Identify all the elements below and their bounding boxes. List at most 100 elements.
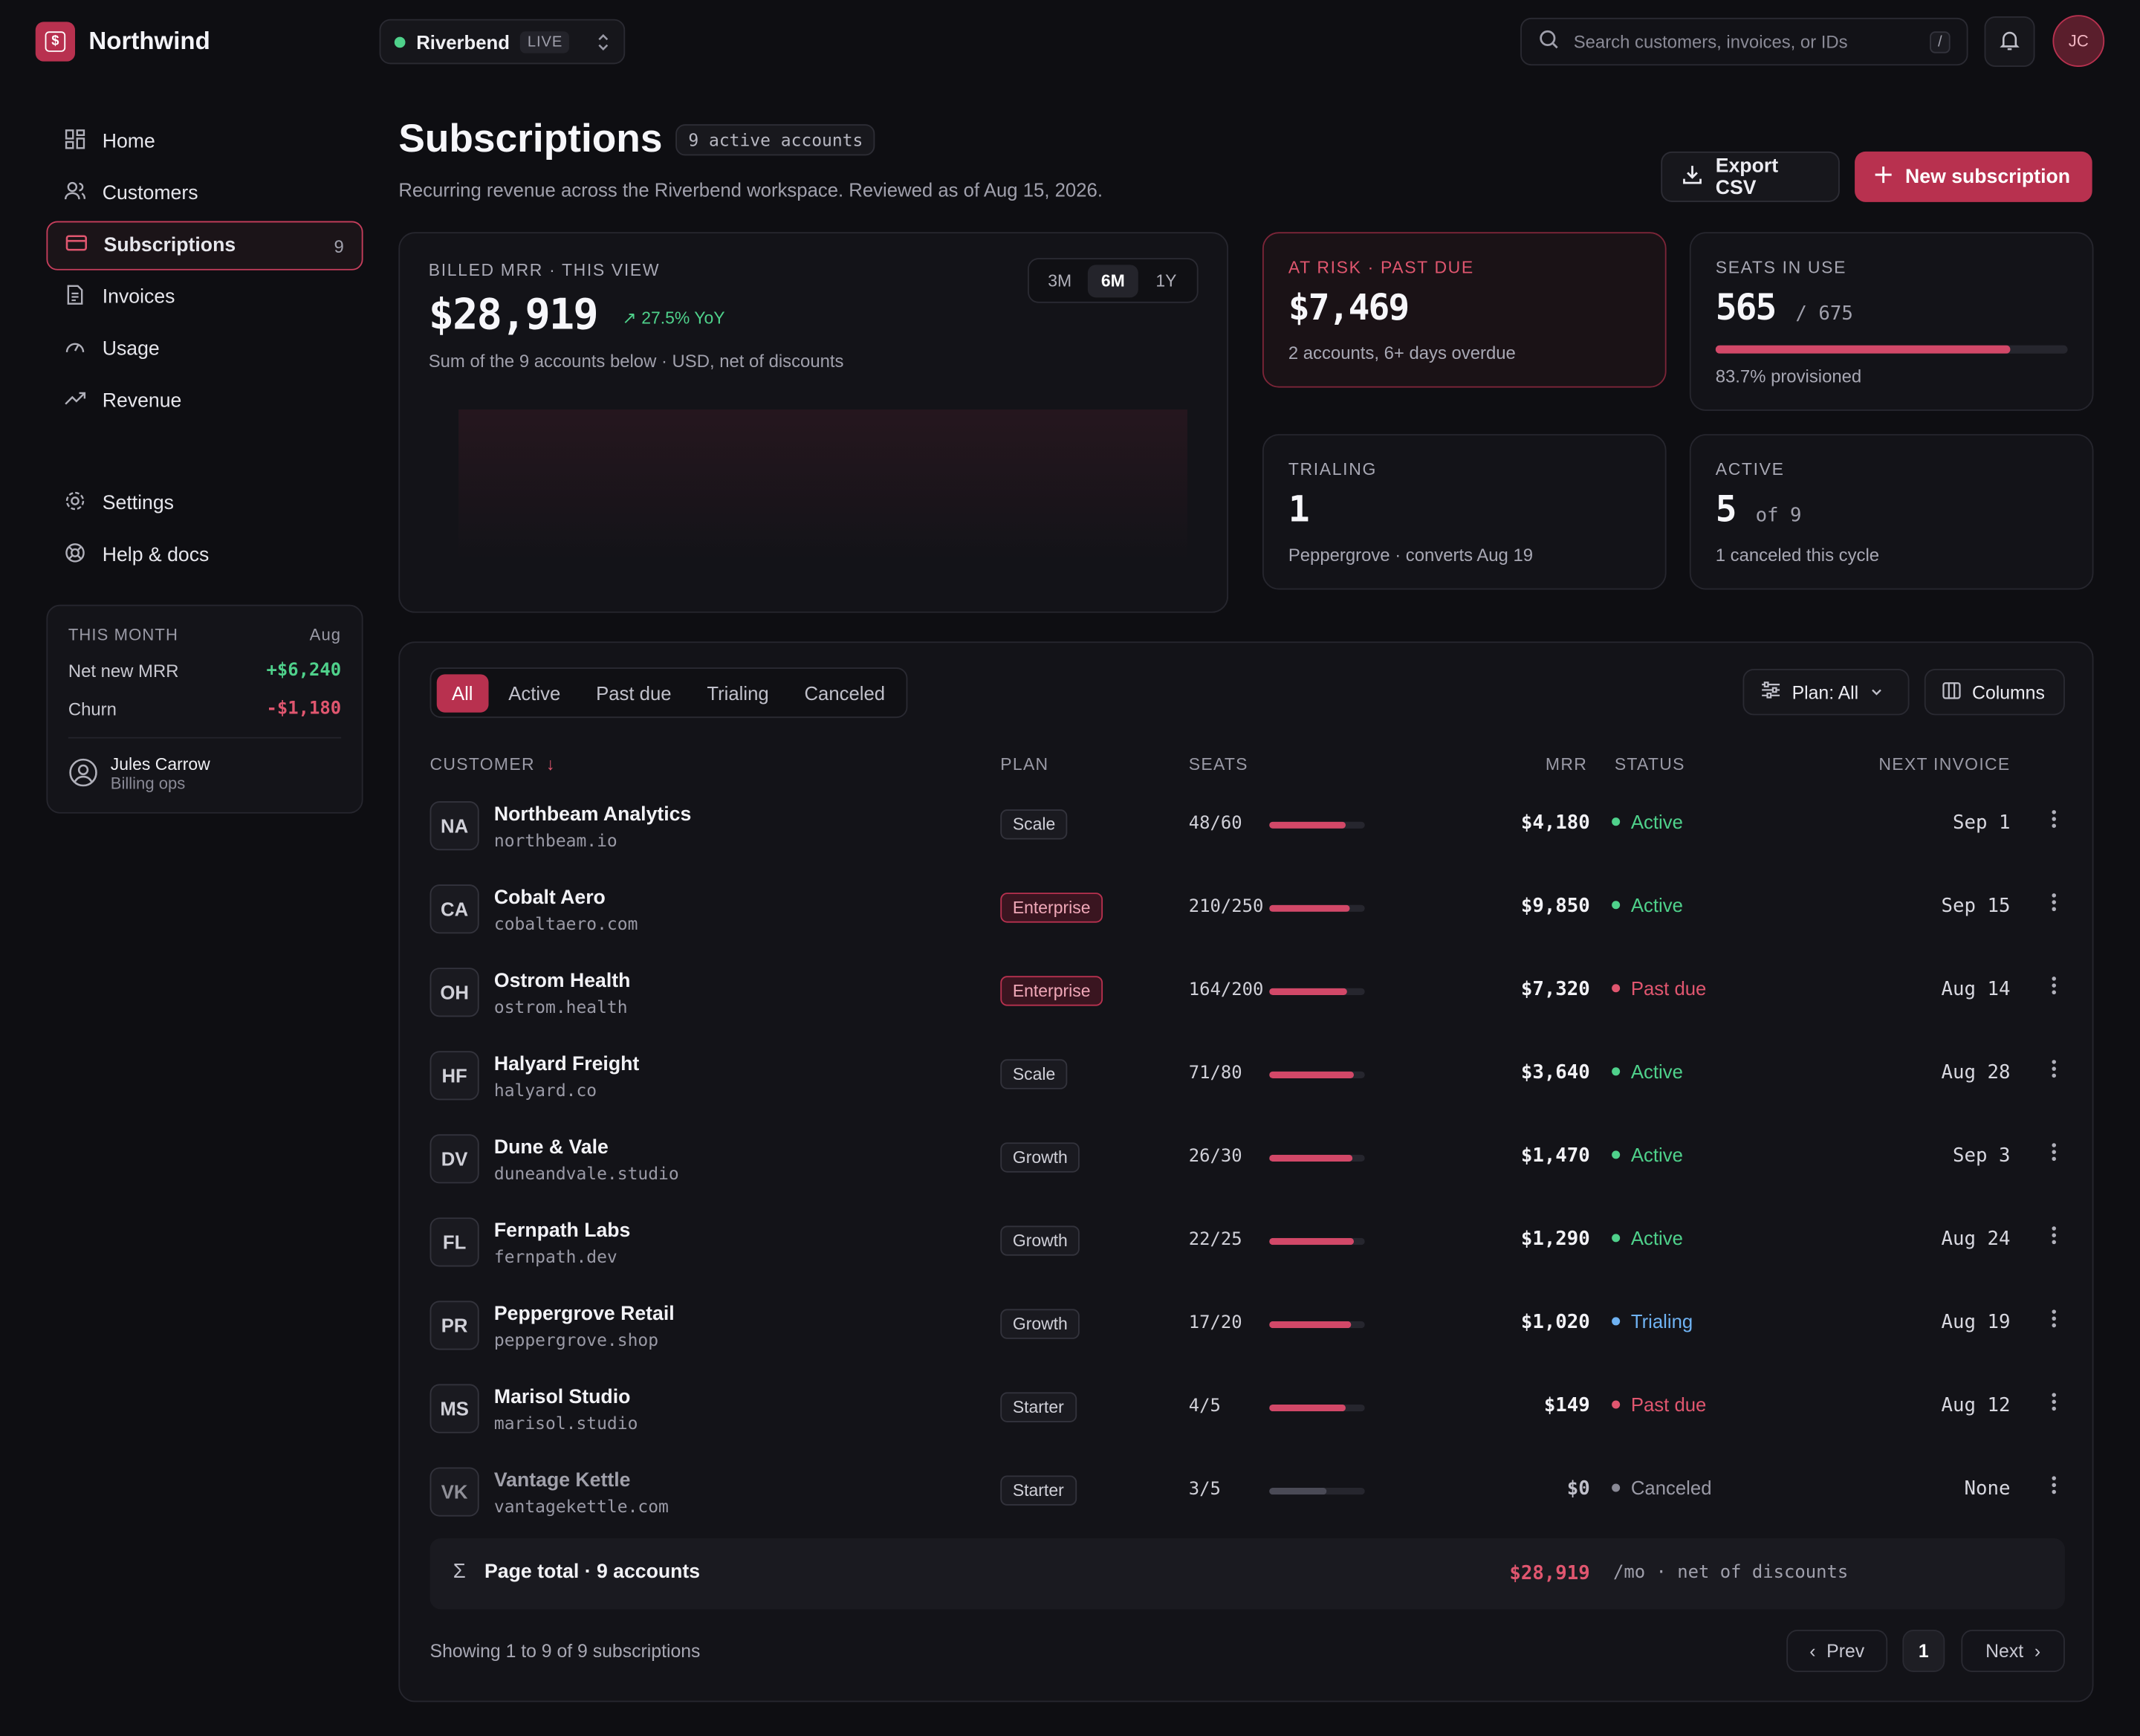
plan-badge: Growth (1000, 1225, 1080, 1256)
sidebar-item-usage[interactable]: Usage (46, 325, 363, 374)
current-user[interactable]: Jules Carrow Billing ops (68, 755, 341, 793)
row-menu-icon[interactable] (2052, 1474, 2057, 1502)
seats-bar (1269, 1404, 1365, 1412)
seats-label: SEATS IN USE (1715, 258, 1847, 277)
seats-count: 17/20 (1188, 1312, 1242, 1334)
customer-initials: NA (429, 801, 479, 851)
customer-name[interactable]: Marisol Studio (493, 1387, 631, 1409)
active-card[interactable]: ACTIVE 5 of 9 1 canceled this cycle (1689, 434, 2094, 590)
customer-name[interactable]: Halyard Freight (493, 1053, 640, 1076)
seats-bar-fill (1269, 904, 1350, 912)
customer-domain: marisol.studio (493, 1412, 638, 1434)
status-dot-icon (1612, 1400, 1621, 1409)
mrr-amount: $7,320 (1520, 978, 1590, 1001)
search-input[interactable] (1573, 31, 1916, 52)
sidebar-item-home[interactable]: Home (46, 117, 363, 166)
status-label: Active (1630, 1060, 1683, 1083)
search-box[interactable]: / (1520, 17, 1968, 66)
columns-label: Columns (1972, 681, 2045, 702)
net-new-mrr-label: Net new MRR (68, 660, 179, 681)
customer-name[interactable]: Cobalt Aero (493, 887, 606, 910)
export-csv-button[interactable]: Export CSV (1661, 151, 1840, 202)
at-risk-label: AT RISK · PAST DUE (1288, 258, 1474, 277)
col-mrr-header: MRR (1545, 754, 1588, 774)
workspace-switcher[interactable]: Riverbend LIVE (379, 19, 626, 65)
row-menu-icon[interactable] (2052, 1141, 2057, 1168)
customer-name[interactable]: Northbeam Analytics (493, 803, 692, 826)
col-customer-header[interactable]: CUSTOMER ↓ (430, 755, 556, 774)
new-subscription-button[interactable]: New subscription (1855, 151, 2092, 202)
table-row[interactable]: VK Vantage Kettle vantagekettle.com Starter… (429, 1455, 2065, 1538)
customer-name[interactable]: Dune & Vale (493, 1136, 609, 1159)
seats-bar-fill (1269, 1154, 1352, 1162)
table-row[interactable]: MS Marisol Studio marisol.studio Starter 4/5… (429, 1372, 2065, 1455)
mrr-label: BILLED MRR · THIS VIEW (428, 260, 661, 280)
brand[interactable]: $ Northwind (35, 22, 210, 62)
status-indicator: Active (1612, 811, 1683, 832)
seats-bar-fill (1269, 1321, 1351, 1329)
range-3m[interactable]: 3M (1048, 271, 1072, 291)
user-avatar[interactable]: JC (2052, 15, 2105, 67)
range-1y[interactable]: 1Y (1155, 271, 1177, 291)
page-1-button[interactable]: 1 (1902, 1630, 1945, 1672)
customer-domain: duneandvale.studio (493, 1162, 679, 1184)
table-row[interactable]: DV Dune & Vale duneandvale.studio Growth 26/… (429, 1122, 2065, 1205)
seats-bar-fill (1269, 1237, 1354, 1246)
sidebar-item-settings[interactable]: Settings (46, 479, 363, 528)
table-row[interactable]: FL Fernpath Labs fernpath.dev Growth 22/25 $1… (429, 1205, 2065, 1289)
row-menu-icon[interactable] (2052, 1308, 2057, 1335)
new-subscription-label: New subscription (1905, 166, 2071, 188)
page-total-value: $28,919 (1509, 1563, 1590, 1585)
table-row[interactable]: HF Halyard Freight halyard.co Scale 71/80 $3,… (429, 1039, 2065, 1122)
prev-page-button[interactable]: ‹ Prev (1786, 1630, 1888, 1672)
sidebar-item-revenue[interactable]: Revenue (46, 377, 363, 426)
live-dot-icon (394, 36, 406, 48)
status-dot-icon (1612, 1483, 1621, 1492)
mrr-value: $28,919 (428, 291, 599, 340)
table-row[interactable]: NA Northbeam Analytics northbeam.io Scale 48… (429, 789, 2065, 872)
row-menu-icon[interactable] (2052, 808, 2057, 835)
row-menu-icon[interactable] (2052, 1058, 2057, 1085)
tab-canceled[interactable]: Canceled (804, 681, 886, 704)
sidebar-item-invoices[interactable]: Invoices (46, 273, 363, 322)
seats-count: 26/30 (1188, 1146, 1242, 1167)
row-menu-icon[interactable] (2052, 891, 2057, 919)
table-row[interactable]: PR Peppergrove Retail peppergrove.shop Grow… (429, 1289, 2065, 1372)
next-page-button[interactable]: Next › (1961, 1630, 2065, 1672)
chevron-left-icon: ‹ (1809, 1640, 1816, 1662)
page-total-unit: /mo · net of discounts (1612, 1563, 1849, 1584)
customer-name[interactable]: Peppergrove Retail (493, 1303, 675, 1326)
customer-name[interactable]: Ostrom Health (493, 970, 631, 993)
trialing-sub: Peppergrove · converts Aug 19 (1288, 544, 1534, 566)
table-row[interactable]: CA Cobalt Aero cobaltaero.com Enterprise 210… (429, 872, 2065, 956)
at-risk-card[interactable]: AT RISK · PAST DUE $7,469 2 accounts, 6+… (1262, 232, 1667, 388)
chevron-updown-icon (597, 32, 610, 51)
table-row[interactable]: OH Ostrom Health ostrom.health Enterprise 16… (429, 956, 2065, 1039)
tab-past-due[interactable]: Past due (596, 681, 672, 704)
tab-trialing[interactable]: Trialing (707, 681, 769, 704)
sigma-icon: Σ (453, 1560, 466, 1584)
range-6m[interactable]: 6M (1087, 264, 1138, 297)
tab-active[interactable]: Active (508, 681, 561, 704)
status-dot-icon (1612, 817, 1621, 826)
sidebar-item-customers[interactable]: Customers (46, 169, 363, 218)
mrr-amount: $9,850 (1520, 895, 1590, 918)
plan-filter-label: Plan: All (1792, 681, 1859, 702)
sidebar-item-subscriptions[interactable]: Subscriptions 9 (46, 221, 363, 271)
tab-all[interactable]: All (436, 673, 488, 712)
plan-filter-dropdown[interactable]: Plan: All (1742, 668, 1910, 716)
chevron-down-icon (1870, 681, 1883, 702)
row-menu-icon[interactable] (2052, 1391, 2057, 1419)
columns-button[interactable]: Columns (1924, 668, 2065, 716)
customer-name[interactable]: Fernpath Labs (493, 1220, 631, 1243)
plan-badge: Enterprise (1000, 976, 1103, 1006)
sidebar-item-help[interactable]: Help & docs (46, 531, 363, 580)
customer-initials: PR (429, 1301, 479, 1350)
trialing-card[interactable]: TRIALING 1 Peppergrove · converts Aug 19 (1262, 434, 1667, 590)
export-csv-label: Export CSV (1715, 155, 1779, 199)
status-indicator: Trialing (1612, 1310, 1693, 1332)
row-menu-icon[interactable] (2052, 974, 2057, 1002)
notifications-button[interactable] (1984, 16, 2035, 67)
row-menu-icon[interactable] (2052, 1225, 2057, 1252)
customer-name[interactable]: Vantage Kettle (493, 1470, 631, 1492)
